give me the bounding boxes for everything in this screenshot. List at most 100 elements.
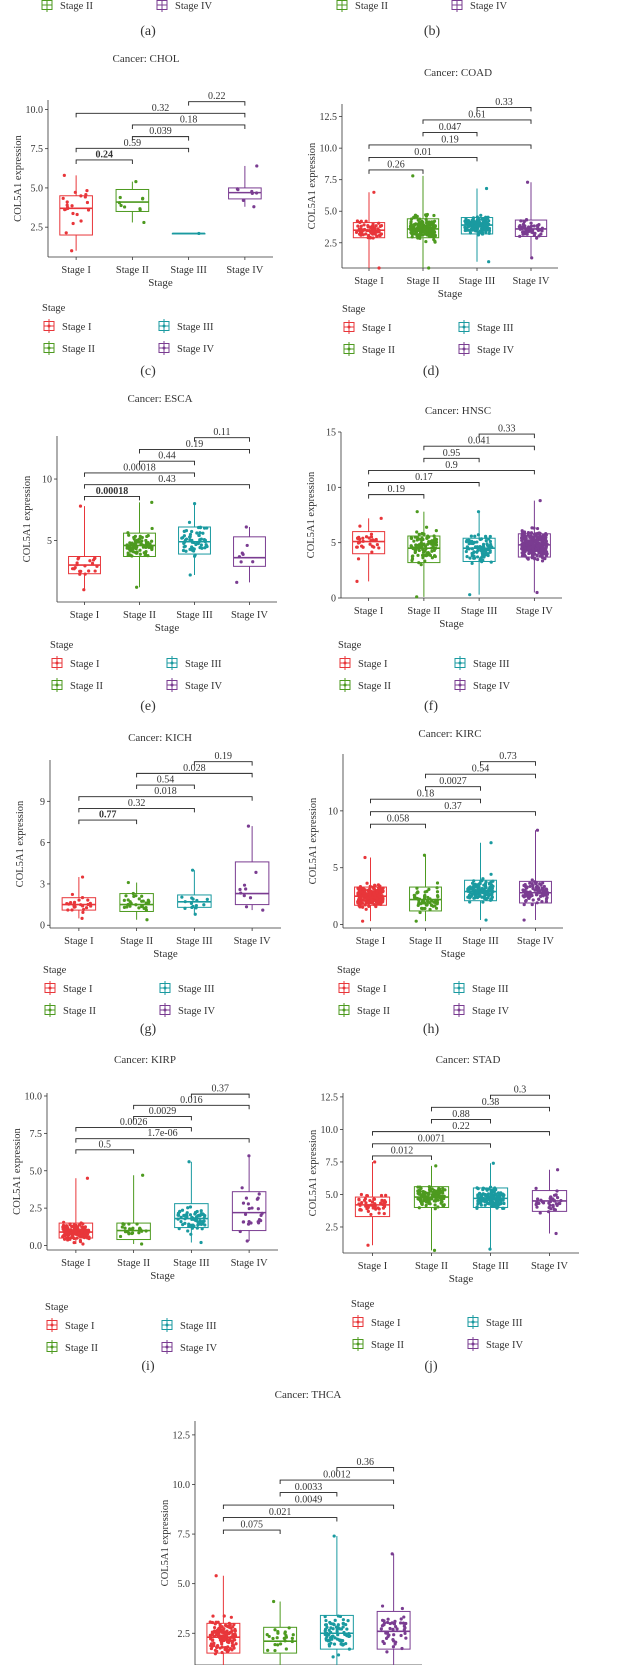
y-tick-label: 2.5: [326, 1222, 339, 1233]
data-point: [530, 555, 535, 559]
data-point: [484, 886, 488, 890]
data-point: [415, 886, 419, 890]
x-tick-label: Stage I: [356, 936, 386, 947]
data-point: [204, 544, 209, 548]
data-point: [245, 1239, 249, 1243]
data-point: [428, 897, 432, 901]
bracket-5: 0.38: [431, 1097, 550, 1112]
data-point: [373, 232, 377, 236]
data-point: [62, 173, 66, 177]
data-point: [416, 897, 420, 901]
data-point: [125, 546, 129, 550]
data-point: [532, 532, 537, 536]
data-point: [130, 554, 134, 558]
legend-item-3: Stage III: [467, 1315, 523, 1329]
data-point: [478, 537, 483, 541]
bracket-6: 0.19: [193, 751, 253, 766]
legend-item-3: Stage III: [161, 1318, 217, 1332]
data-point: [430, 556, 434, 560]
data-point: [188, 1205, 193, 1209]
data-point: [483, 553, 488, 557]
y-tick-label: 15: [326, 428, 336, 439]
data-point: [472, 885, 476, 890]
box-2: [115, 180, 150, 225]
panel-label: (e): [140, 699, 156, 714]
data-point: [203, 1223, 207, 1227]
data-point: [544, 897, 549, 901]
data-point: [491, 884, 495, 888]
bracket-line: [368, 169, 424, 174]
data-point: [548, 1199, 553, 1204]
x-tick-label: Stage IV: [231, 610, 268, 621]
data-point: [417, 548, 421, 553]
data-point: [491, 1200, 495, 1204]
x-tick-label: Stage III: [170, 265, 207, 276]
data-point: [148, 542, 152, 546]
data-point: [428, 228, 433, 233]
bracket-1: 0.012: [372, 1145, 432, 1160]
data-point: [535, 531, 539, 536]
p-value-label: 0.37: [444, 801, 462, 812]
bracket-line: [222, 1517, 338, 1522]
x-tick-label: Stage I: [354, 276, 384, 287]
data-point: [423, 232, 427, 236]
data-point: [62, 1237, 67, 1241]
data-point: [488, 534, 492, 539]
data-point: [486, 890, 490, 894]
data-point: [239, 891, 243, 895]
data-point: [417, 532, 421, 536]
data-point: [290, 1639, 294, 1644]
p-value-label: 0.9: [445, 460, 458, 471]
data-point: [238, 1229, 242, 1234]
data-point: [410, 545, 414, 550]
data-point: [424, 217, 428, 222]
data-point: [223, 1645, 227, 1650]
legend-swatch-point: [47, 324, 51, 328]
p-value-label: 0.016: [180, 1095, 203, 1106]
data-point: [388, 1626, 392, 1631]
panel-label: (i): [141, 1359, 155, 1374]
legend-label: Stage II: [355, 1, 388, 12]
data-point: [223, 1623, 228, 1627]
data-point: [246, 1222, 251, 1226]
data-point: [198, 1219, 203, 1223]
y-tick-label: 7.5: [178, 1530, 191, 1541]
panel-label: (d): [423, 364, 440, 379]
data-point: [415, 543, 419, 548]
data-point: [346, 1619, 350, 1623]
box-1: [354, 855, 387, 923]
legend-item-3: Stage III: [454, 656, 510, 670]
data-point: [483, 883, 487, 887]
p-value-label: 0.32: [152, 103, 170, 114]
x-tick-label: Stage III: [176, 610, 213, 621]
data-point: [518, 234, 522, 238]
data-point: [376, 900, 381, 904]
data-point: [432, 213, 436, 218]
data-point: [409, 230, 413, 235]
box-2: [407, 510, 441, 599]
data-point: [336, 1614, 340, 1618]
data-point: [363, 903, 367, 907]
data-point: [424, 239, 428, 244]
legend-swatch-point: [342, 986, 346, 990]
bracket-line: [75, 112, 246, 118]
data-point: [256, 1220, 260, 1224]
p-value-label: 0.24: [96, 149, 114, 160]
legend-swatch-point: [48, 986, 52, 990]
data-point: [195, 1226, 199, 1230]
p-value-label: 0.0049: [295, 1495, 323, 1506]
data-point: [522, 542, 526, 547]
data-point: [75, 561, 79, 565]
legend-label: Stage III: [178, 984, 215, 995]
data-point: [384, 1193, 388, 1197]
data-point: [523, 549, 527, 553]
data-point: [357, 535, 361, 539]
data-point: [440, 1197, 444, 1201]
bracket-line: [75, 159, 133, 164]
data-point: [367, 904, 371, 908]
data-point: [549, 1195, 553, 1199]
data-point: [379, 1627, 383, 1631]
data-point: [434, 906, 439, 910]
data-point: [276, 1630, 280, 1634]
